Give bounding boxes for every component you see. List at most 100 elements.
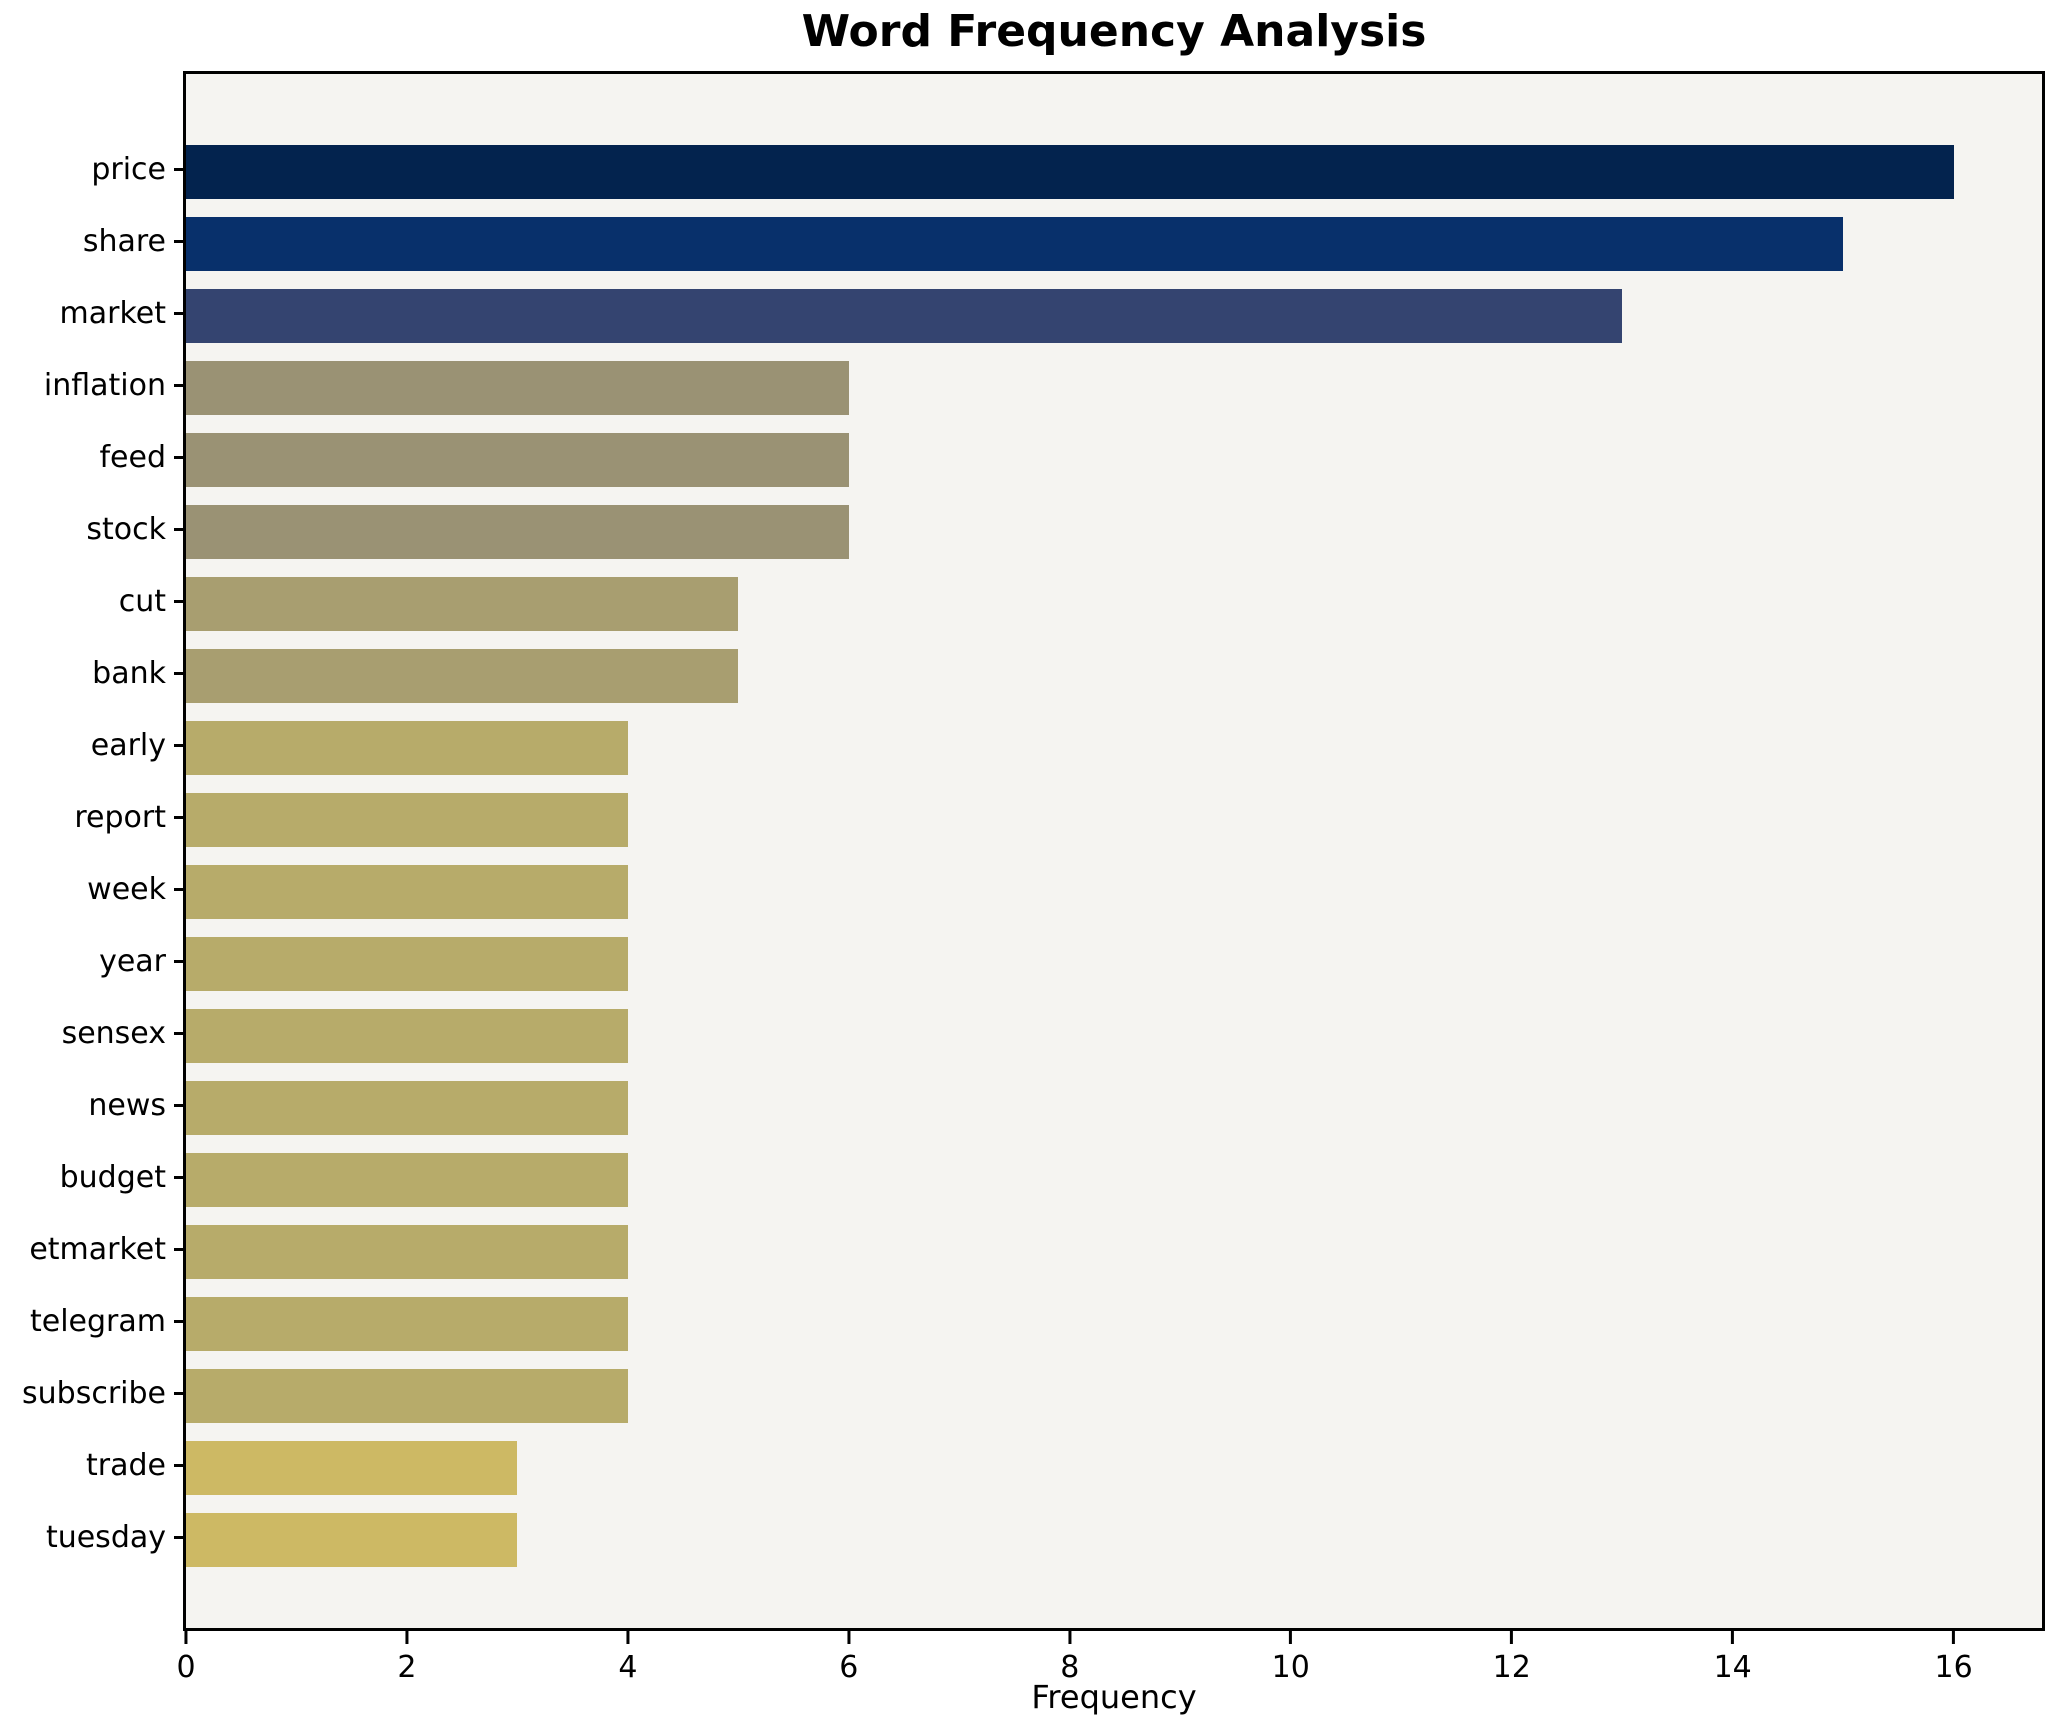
x-tick-mark (1289, 1631, 1293, 1644)
y-tick-label-stock: stock (86, 511, 166, 547)
y-tick-row: telegram (0, 1285, 183, 1357)
y-tick-row: tuesday (0, 1501, 183, 1573)
bar-row (186, 496, 2042, 568)
bar-row (186, 208, 2042, 280)
y-tick-label-etmarket: etmarket (29, 1231, 166, 1267)
bar-market (186, 289, 1623, 343)
y-tick-row: early (0, 709, 183, 781)
x-tick-label: 0 (176, 1650, 196, 1685)
y-tick-mark (174, 167, 183, 171)
y-tick-row: market (0, 277, 183, 349)
bar-share (186, 217, 1844, 271)
x-tick-10: 10 (1272, 1631, 1310, 1685)
y-tick-mark (174, 743, 183, 747)
y-tick-row: inflation (0, 349, 183, 421)
y-tick-label-feed: feed (99, 439, 166, 475)
y-tick-row: year (0, 925, 183, 997)
bar-row (186, 1144, 2042, 1216)
x-tick-6: 6 (839, 1631, 858, 1685)
x-tick-mark (1952, 1631, 1956, 1644)
x-tick-mark (626, 1631, 630, 1644)
bar-trade (186, 1441, 518, 1495)
x-tick-12: 12 (1493, 1631, 1531, 1685)
y-tick-mark (174, 959, 183, 963)
bar-row (186, 1504, 2042, 1576)
bar-week (186, 865, 628, 919)
y-tick-row: week (0, 853, 183, 925)
y-tick-label-bank: bank (92, 655, 166, 691)
y-tick-label-market: market (59, 295, 166, 331)
x-tick-0: 0 (176, 1631, 196, 1685)
bar-row (186, 136, 2042, 208)
y-tick-mark (174, 671, 183, 675)
y-tick-row: news (0, 1069, 183, 1141)
y-tick-mark (174, 1463, 183, 1467)
y-tick-row: budget (0, 1141, 183, 1213)
y-tick-label-report: report (74, 799, 166, 835)
bar-tuesday (186, 1513, 518, 1567)
x-tick-label: 14 (1713, 1650, 1752, 1685)
y-tick-mark (174, 887, 183, 891)
y-tick-mark (174, 1031, 183, 1035)
x-tick-label: 2 (397, 1650, 417, 1685)
bar-cut (186, 577, 739, 631)
bar-row (186, 856, 2042, 928)
y-tick-row: feed (0, 421, 183, 493)
bar-row (186, 1000, 2042, 1072)
x-axis-ticks: 0 2 4 6 8 10 12 14 16 (176, 1631, 2042, 1701)
y-tick-mark (174, 239, 183, 243)
bar-row (186, 784, 2042, 856)
y-tick-mark (174, 1391, 183, 1395)
bar-stock (186, 505, 849, 559)
bars-container (186, 136, 2042, 1576)
y-tick-mark (174, 1175, 183, 1179)
bar-early (186, 721, 628, 775)
bar-row (186, 424, 2042, 496)
bar-row (186, 1216, 2042, 1288)
bar-row (186, 1288, 2042, 1360)
x-tick-mark (847, 1631, 851, 1644)
bar-row (186, 1072, 2042, 1144)
y-tick-mark (174, 1247, 183, 1251)
x-axis-label: Frequency (1031, 1678, 1197, 1716)
x-tick-label: 16 (1934, 1650, 1973, 1685)
y-tick-mark (174, 383, 183, 387)
bar-budget (186, 1153, 628, 1207)
x-tick-label: 8 (1060, 1650, 1080, 1685)
bar-row (186, 352, 2042, 424)
bar-row (186, 712, 2042, 784)
y-tick-label-sensex: sensex (61, 1015, 166, 1051)
y-tick-label-news: news (88, 1087, 166, 1123)
y-tick-row: subscribe (0, 1357, 183, 1429)
x-tick-mark (1068, 1631, 1072, 1644)
x-tick-label: 6 (839, 1650, 859, 1685)
y-tick-row: trade (0, 1429, 183, 1501)
y-axis-labels: price share market inflation feed stock cut ban… (0, 133, 183, 1573)
y-tick-row: sensex (0, 997, 183, 1069)
bar-bank (186, 649, 739, 703)
x-tick-16: 16 (1935, 1631, 1973, 1685)
bar-row (186, 640, 2042, 712)
y-tick-row: bank (0, 637, 183, 709)
x-tick-mark (1731, 1631, 1735, 1644)
x-tick-label: 4 (618, 1650, 638, 1685)
y-tick-mark (174, 527, 183, 531)
x-tick-label: 10 (1271, 1650, 1310, 1685)
bar-row (186, 1432, 2042, 1504)
bar-row (186, 928, 2042, 1000)
y-tick-mark (174, 1103, 183, 1107)
y-tick-mark (174, 311, 183, 315)
bar-sensex (186, 1009, 628, 1063)
bar-inflation (186, 361, 849, 415)
bar-report (186, 793, 628, 847)
x-tick-2: 2 (397, 1631, 416, 1685)
bar-row (186, 568, 2042, 640)
y-tick-label-tuesday: tuesday (45, 1519, 166, 1555)
x-tick-14: 14 (1714, 1631, 1752, 1685)
y-tick-label-year: year (99, 943, 166, 979)
x-tick-label: 12 (1492, 1650, 1531, 1685)
y-tick-label-price: price (91, 151, 166, 187)
y-tick-mark (174, 599, 183, 603)
y-tick-label-week: week (87, 871, 166, 907)
x-tick-4: 4 (618, 1631, 637, 1685)
